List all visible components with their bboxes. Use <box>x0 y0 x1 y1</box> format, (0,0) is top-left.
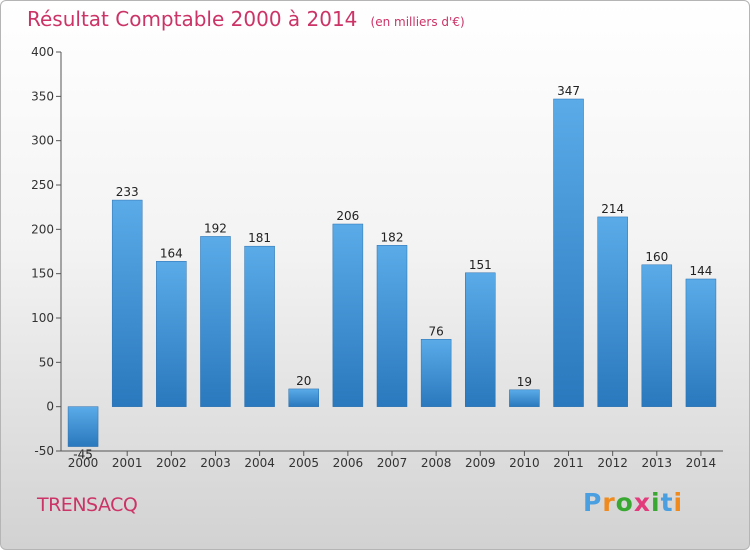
data-labels: -452331641921812020618276151193472141601… <box>73 84 712 462</box>
logo-letter: i <box>651 488 661 517</box>
bar <box>332 223 364 407</box>
y-tick-label: 350 <box>31 89 54 103</box>
bar <box>376 245 408 407</box>
data-label: 19 <box>517 375 532 389</box>
data-label: 76 <box>428 324 443 338</box>
data-label: 160 <box>645 250 668 264</box>
chart-subtitle: (en milliers d'€) <box>370 15 465 29</box>
bar <box>465 272 496 407</box>
x-tick-label: 2003 <box>200 456 231 470</box>
data-label: 182 <box>381 230 404 244</box>
y-tick-label: 400 <box>31 45 54 59</box>
x-tick-label: 2004 <box>244 456 275 470</box>
y-tick-label: 250 <box>31 178 54 192</box>
x-tick-label: 2007 <box>377 456 408 470</box>
x-tick-label: 2002 <box>156 456 187 470</box>
logo-letter: i <box>673 488 684 517</box>
bar <box>553 98 584 407</box>
x-tick-label: 2014 <box>686 456 717 470</box>
proxiti-logo: Proxiti <box>583 488 683 517</box>
y-tick-label: -50 <box>34 444 54 458</box>
x-tick-label: 2008 <box>421 456 452 470</box>
logo-letter: t <box>660 488 674 517</box>
data-label: 233 <box>116 185 139 199</box>
bar <box>420 339 452 407</box>
bar <box>156 261 187 407</box>
bar <box>509 389 540 407</box>
data-label: 20 <box>296 374 311 388</box>
x-tick-label: 2009 <box>465 456 496 470</box>
logo-letter: P <box>583 488 603 517</box>
y-tick-label: 150 <box>31 267 54 281</box>
x-tick-label: 2001 <box>112 456 143 470</box>
logo-letter: x <box>633 488 651 517</box>
x-tick-label: 2010 <box>509 456 540 470</box>
commune-name: TRENSACQ <box>37 494 138 516</box>
data-label: 151 <box>469 258 492 272</box>
y-tick-label: 50 <box>39 355 54 369</box>
data-label: 181 <box>248 231 271 245</box>
bar <box>597 216 628 407</box>
data-label: 214 <box>601 202 624 216</box>
x-axis: 2000 2001 2002 2003 2004 2005 2006 2007 2008 2009… <box>61 450 723 470</box>
bar <box>641 264 673 407</box>
x-tick-label: 2011 <box>553 456 584 470</box>
bar <box>288 388 319 407</box>
bars <box>67 98 717 447</box>
bar <box>67 406 99 447</box>
bar <box>244 245 275 407</box>
logo-letter: o <box>615 488 634 517</box>
bar <box>111 199 143 407</box>
data-label: 144 <box>689 264 712 278</box>
data-label: 164 <box>160 246 183 260</box>
bar <box>200 236 231 407</box>
y-tick-label: 300 <box>31 134 54 148</box>
chart-title: Résultat Comptable 2000 à 2014 <box>27 7 358 31</box>
data-label: 206 <box>336 209 359 223</box>
logo-letter: r <box>602 488 616 517</box>
x-tick-label: 2012 <box>597 456 628 470</box>
bar <box>685 278 717 407</box>
x-tick-label: 2006 <box>333 456 364 470</box>
data-label: 347 <box>557 84 580 98</box>
x-tick-label: 2000 <box>68 456 99 470</box>
y-tick-label: 100 <box>31 311 54 325</box>
y-axis: -50 0 50 100 150 200 250 300 350 400 <box>31 45 62 458</box>
y-tick-label: 0 <box>46 400 54 414</box>
title-row: Résultat Comptable 2000 à 2014 (en milli… <box>27 7 465 31</box>
y-tick-label: 200 <box>31 222 54 236</box>
x-tick-label: 2005 <box>288 456 319 470</box>
data-label: 192 <box>204 221 227 235</box>
x-tick-label: 2013 <box>642 456 673 470</box>
